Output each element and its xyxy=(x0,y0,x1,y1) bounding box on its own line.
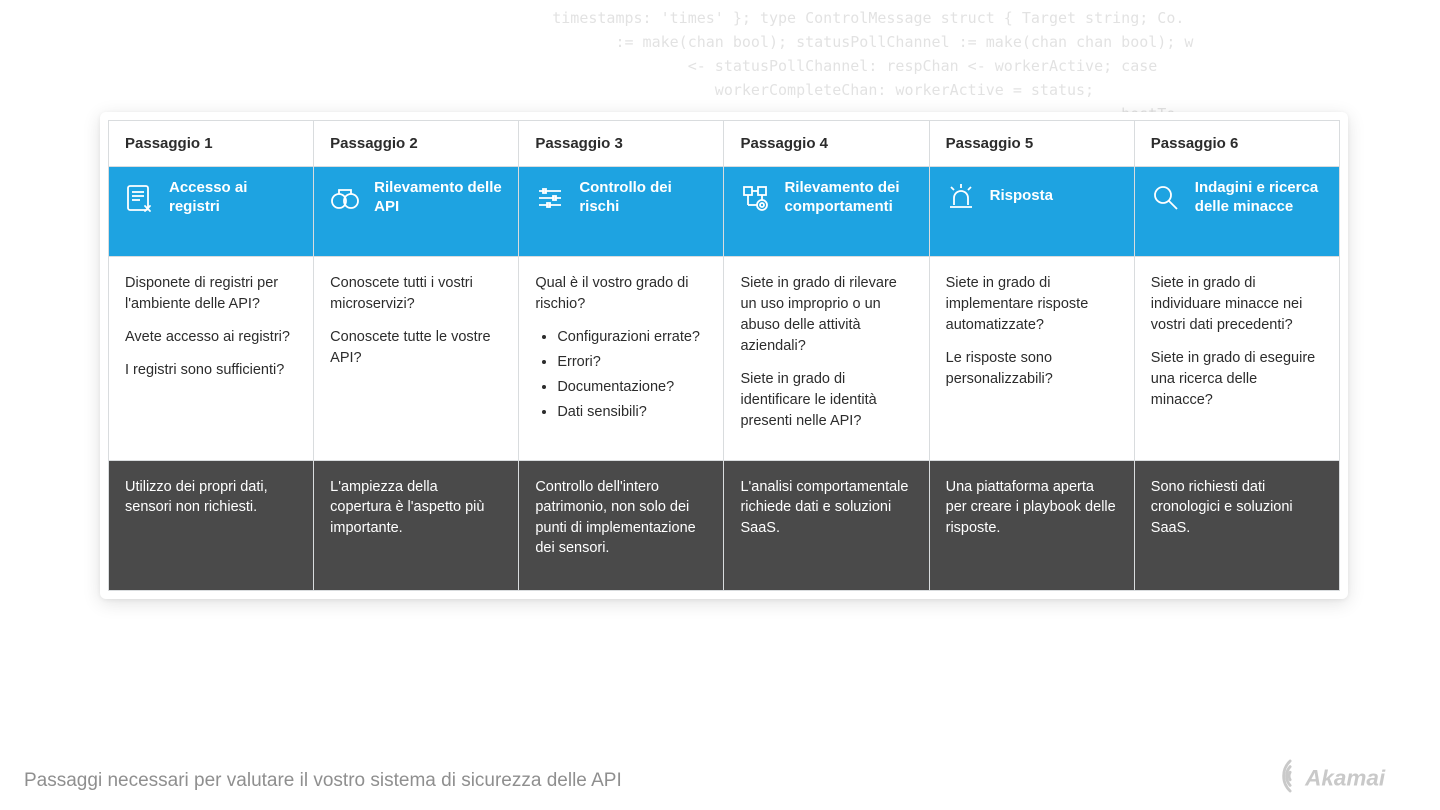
bullet-item: Configurazioni errate? xyxy=(557,327,707,348)
questions-cell: Siete in grado di rilevare un uso improp… xyxy=(724,257,929,461)
step-label: Passaggio 2 xyxy=(314,121,519,167)
question-text: Siete in grado di identificare le identi… xyxy=(740,369,912,432)
question-text: Conoscete tutti i vostri microservizi? xyxy=(330,273,502,315)
footer-row: Utilizzo dei propri dati, sensori non ri… xyxy=(109,461,1340,591)
question-text: Le risposte sono personalizzabili? xyxy=(946,348,1118,390)
questions-cell: Disponete di registri per l'ambiente del… xyxy=(109,257,314,461)
caption-text: Passaggi necessari per valutare il vostr… xyxy=(24,770,622,792)
questions-row: Disponete di registri per l'ambiente del… xyxy=(109,257,1340,461)
question-bullets: Configurazioni errate? Errori? Documentazi… xyxy=(535,327,707,423)
question-text: Siete in grado di rilevare un uso improp… xyxy=(740,273,912,357)
magnifier-icon xyxy=(1149,181,1183,215)
step-footer: Controllo dell'intero patrimonio, non so… xyxy=(519,461,724,591)
question-text: Siete in grado di individuare minacce ne… xyxy=(1151,273,1323,336)
bullet-item: Errori? xyxy=(557,352,707,373)
question-text: Conoscete tutte le vostre API? xyxy=(330,327,502,369)
step-footer: L'ampiezza della copertura è l'aspetto p… xyxy=(314,461,519,591)
siren-icon xyxy=(944,179,978,213)
questions-cell: Qual è il vostro grado di rischio? Config… xyxy=(519,257,724,461)
question-text: Avete accesso ai registri? xyxy=(125,327,297,348)
brand-logo: Akamai xyxy=(1262,752,1412,800)
step-label: Passaggio 1 xyxy=(109,121,314,167)
question-text: I registri sono sufficienti? xyxy=(125,360,297,381)
step-footer: Utilizzo dei propri dati, sensori non ri… xyxy=(109,461,314,591)
step-label: Passaggio 6 xyxy=(1134,121,1339,167)
step-title: Controllo dei rischi xyxy=(579,179,709,217)
step-title: Risposta xyxy=(990,187,1053,206)
step-number-row: Passaggio 1 Passaggio 2 Passaggio 3 Pass… xyxy=(109,121,1340,167)
step-footer: L'analisi comportamentale richiede dati … xyxy=(724,461,929,591)
step-title: Rilevamento delle API xyxy=(374,179,504,217)
bullet-item: Documentazione? xyxy=(557,377,707,398)
sliders-icon xyxy=(533,181,567,215)
step-title: Rilevamento dei comportamenti xyxy=(784,179,914,217)
question-text: Siete in grado di implementare risposte … xyxy=(946,273,1118,336)
questions-cell: Siete in grado di individuare minacce ne… xyxy=(1134,257,1339,461)
step-footer: Sono richiesti dati cronologici e soluzi… xyxy=(1134,461,1339,591)
step-title: Indagini e ricerca delle minacce xyxy=(1195,179,1325,217)
question-text: Disponete di registri per l'ambiente del… xyxy=(125,273,297,315)
document-icon xyxy=(123,181,157,215)
steps-table: Passaggio 1 Passaggio 2 Passaggio 3 Pass… xyxy=(108,120,1340,591)
network-icon xyxy=(738,181,772,215)
question-text: Qual è il vostro grado di rischio? xyxy=(535,273,707,315)
questions-cell: Conoscete tutti i vostri microservizi? Co… xyxy=(314,257,519,461)
step-label: Passaggio 5 xyxy=(929,121,1134,167)
step-title: Accesso ai registri xyxy=(169,179,299,217)
step-title-row: Accesso ai registri Rilevamento delle AP… xyxy=(109,167,1340,257)
brand-name: Akamai xyxy=(1304,765,1386,790)
step-label: Passaggio 3 xyxy=(519,121,724,167)
steps-panel: Passaggio 1 Passaggio 2 Passaggio 3 Pass… xyxy=(100,112,1348,599)
questions-cell: Siete in grado di implementare risposte … xyxy=(929,257,1134,461)
step-footer: Una piattaforma aperta per creare i play… xyxy=(929,461,1134,591)
step-label: Passaggio 4 xyxy=(724,121,929,167)
question-text: Siete in grado di eseguire una ricerca d… xyxy=(1151,348,1323,411)
bullet-item: Dati sensibili? xyxy=(557,402,707,423)
binoculars-icon xyxy=(328,181,362,215)
